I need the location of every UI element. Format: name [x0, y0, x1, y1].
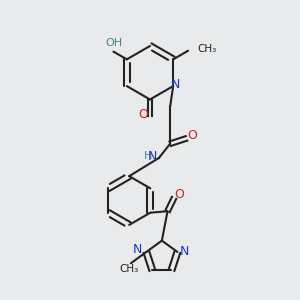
- Text: O: O: [187, 129, 197, 142]
- Text: CH₃: CH₃: [119, 264, 138, 274]
- Text: CH₃: CH₃: [197, 44, 216, 54]
- Text: N: N: [148, 150, 158, 163]
- Text: OH: OH: [105, 38, 122, 48]
- Text: N: N: [171, 78, 180, 91]
- Text: O: O: [175, 188, 184, 201]
- Text: O: O: [139, 108, 148, 121]
- Text: N: N: [133, 243, 142, 256]
- Text: N: N: [179, 245, 189, 258]
- Text: H: H: [143, 151, 152, 161]
